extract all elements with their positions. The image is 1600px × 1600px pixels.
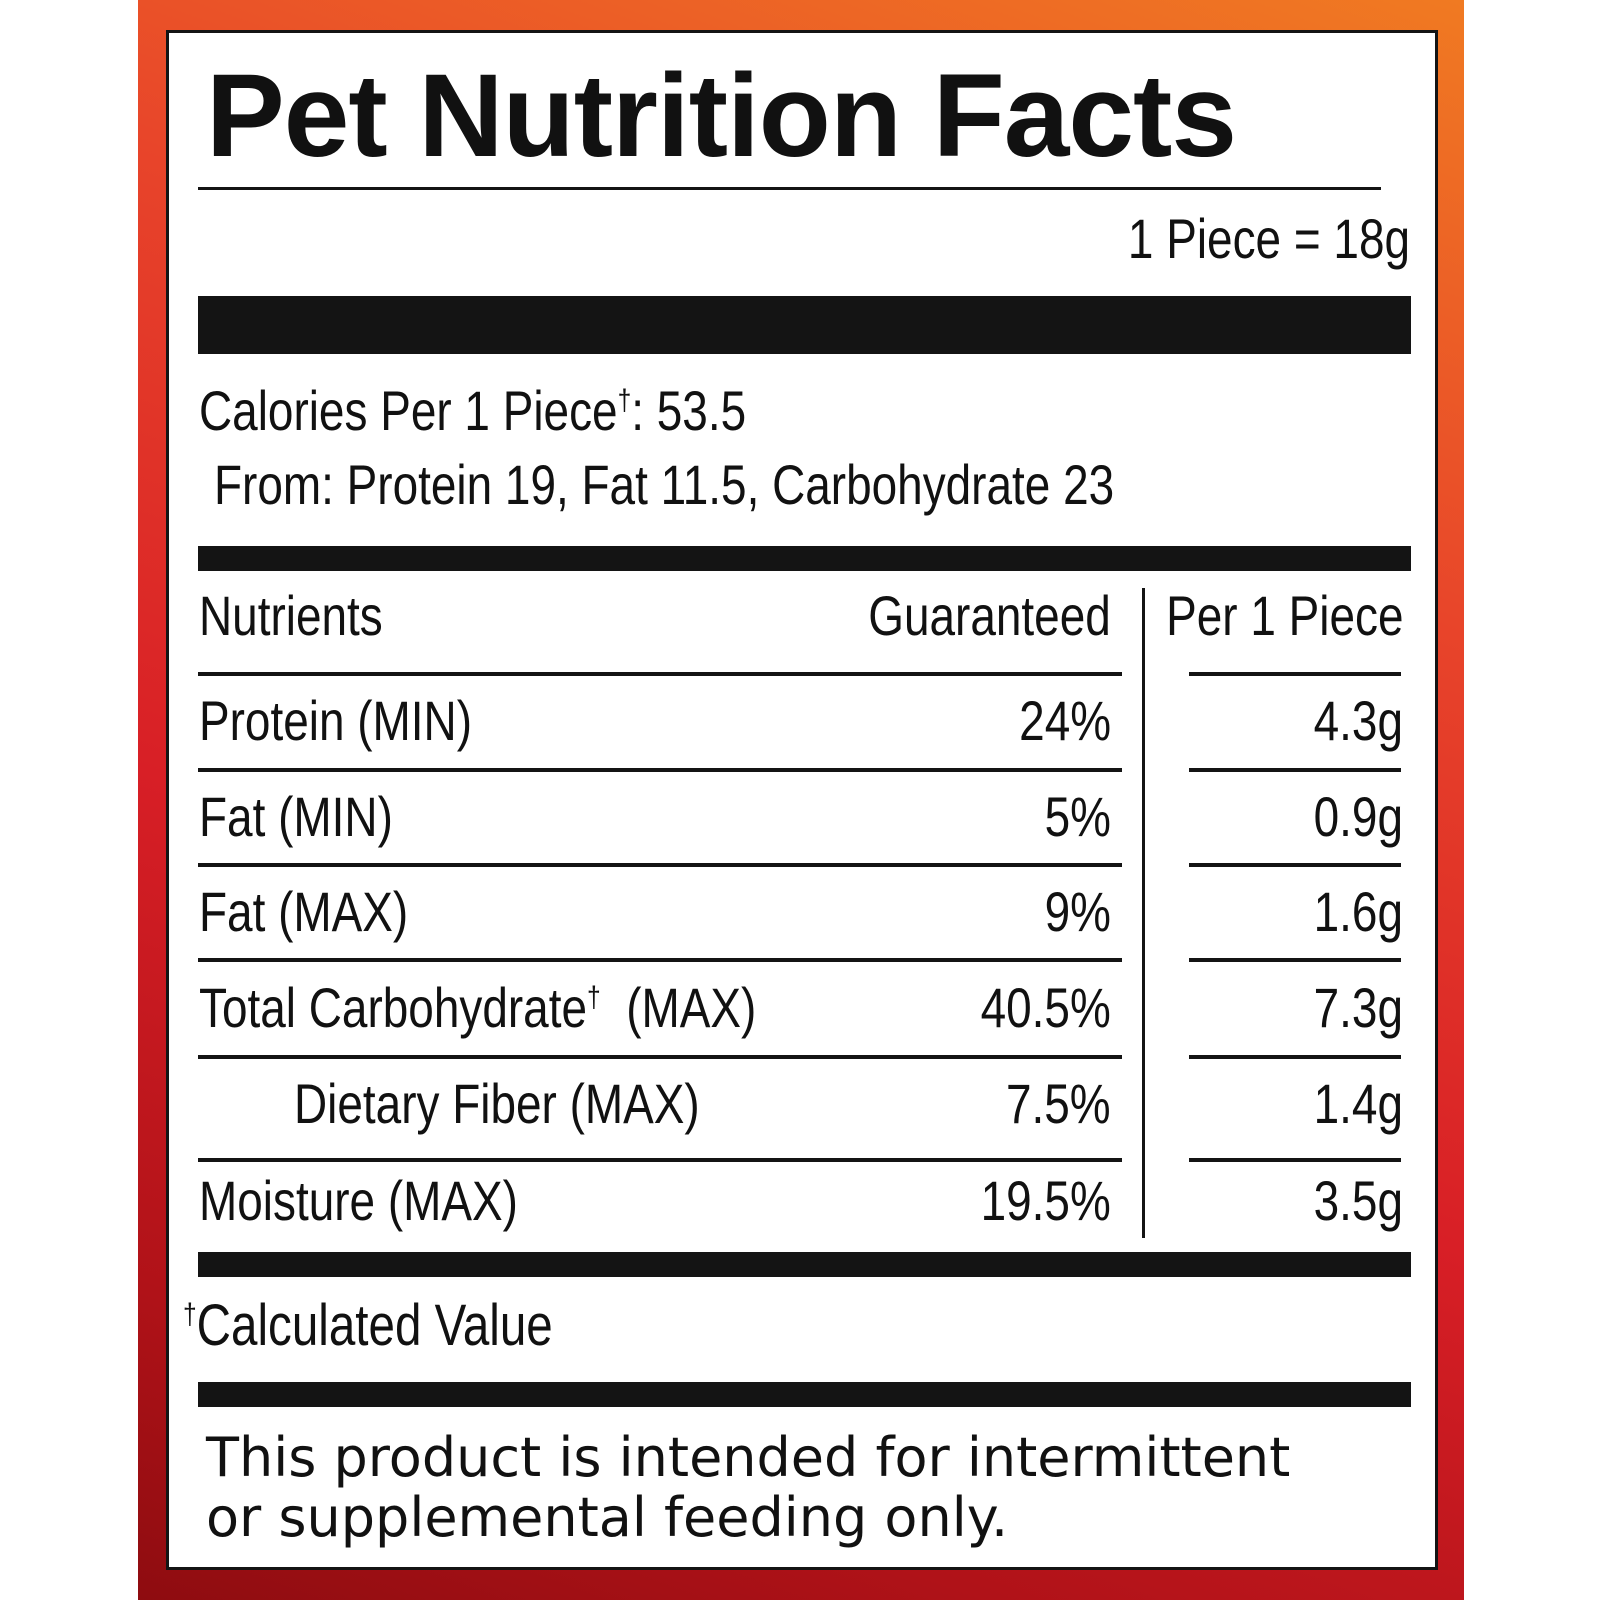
row-divider	[1189, 958, 1401, 962]
row-divider	[198, 1055, 1122, 1059]
thick-divider-footer	[198, 1382, 1411, 1407]
disclaimer-line-2: or supplemental feeding only.	[206, 1486, 1009, 1549]
calories-label: Calories Per 1 Piece	[199, 379, 618, 442]
row-divider	[1189, 863, 1401, 867]
row-divider	[198, 672, 1122, 676]
disclaimer-line-1: This product is intended for intermitten…	[206, 1426, 1291, 1489]
serving-size: 1 Piece = 18g	[1066, 208, 1410, 270]
column-divider	[1142, 588, 1145, 1238]
feeding-disclaimer: This product is intended for intermitten…	[206, 1428, 1436, 1548]
nutrient-guaranteed: 5%	[1044, 785, 1111, 848]
header-per-piece: Per 1 Piece	[1165, 584, 1403, 647]
nutrient-per-piece: 4.3g	[1313, 689, 1403, 752]
carbohydrate-dagger: †	[586, 981, 601, 1014]
nutrient-per-piece: 1.6g	[1313, 880, 1403, 943]
nutrient-guaranteed: 19.5%	[980, 1169, 1111, 1232]
header-nutrients: Nutrients	[199, 584, 383, 647]
serving-size-text: 1 Piece = 18g	[1127, 207, 1410, 270]
header-guaranteed: Guaranteed	[868, 584, 1111, 647]
row-divider	[198, 958, 1122, 962]
thick-divider-bottom	[198, 1252, 1411, 1277]
title-divider	[198, 187, 1381, 190]
label-title: Pet Nutrition Facts	[206, 50, 1237, 182]
nutrient-name: Fat (MAX)	[199, 880, 409, 943]
row-divider	[1189, 1055, 1401, 1059]
nutrient-guaranteed: 24%	[1019, 689, 1111, 752]
nutrient-per-piece: 0.9g	[1313, 785, 1403, 848]
calories-dagger: †	[617, 384, 632, 417]
nutrient-guaranteed: 7.5%	[1006, 1072, 1111, 1135]
nutrient-guaranteed: 9%	[1044, 880, 1111, 943]
row-divider	[1189, 768, 1401, 772]
row-divider	[198, 863, 1122, 867]
thick-divider-middle	[198, 546, 1411, 571]
calories-breakdown: From: Protein 19, Fat 11.5, Carbohydrate…	[214, 454, 1312, 516]
calories-value: : 53.5	[631, 379, 747, 442]
thick-divider-top	[198, 296, 1411, 354]
nutrient-per-piece: 1.4g	[1313, 1072, 1403, 1135]
nutrient-name: Fat (MIN)	[199, 785, 393, 848]
nutrient-guaranteed: 40.5%	[980, 976, 1111, 1039]
row-divider	[198, 768, 1122, 772]
nutrition-label-panel	[166, 30, 1438, 1570]
nutrient-name-indented: Dietary Fiber (MAX)	[294, 1072, 700, 1135]
nutrient-name: Total Carbohydrate† (MAX)	[199, 976, 757, 1039]
footnote-dagger: †	[183, 1298, 197, 1331]
nutrient-per-piece: 7.3g	[1313, 976, 1403, 1039]
calories-per-piece: Calories Per 1 Piece†: 53.5	[199, 380, 866, 442]
row-divider	[198, 1158, 1122, 1162]
footnote: †Calculated Value	[183, 1294, 634, 1358]
nutrient-name: Protein (MIN)	[199, 689, 473, 752]
nutrient-per-piece: 3.5g	[1313, 1169, 1403, 1232]
footnote-text: Calculated Value	[196, 1293, 553, 1358]
calories-breakdown-text: From: Protein 19, Fat 11.5, Carbohydrate…	[214, 453, 1115, 516]
row-divider	[1189, 672, 1401, 676]
nutrient-name: Moisture (MAX)	[199, 1169, 518, 1232]
row-divider	[1189, 1158, 1401, 1162]
